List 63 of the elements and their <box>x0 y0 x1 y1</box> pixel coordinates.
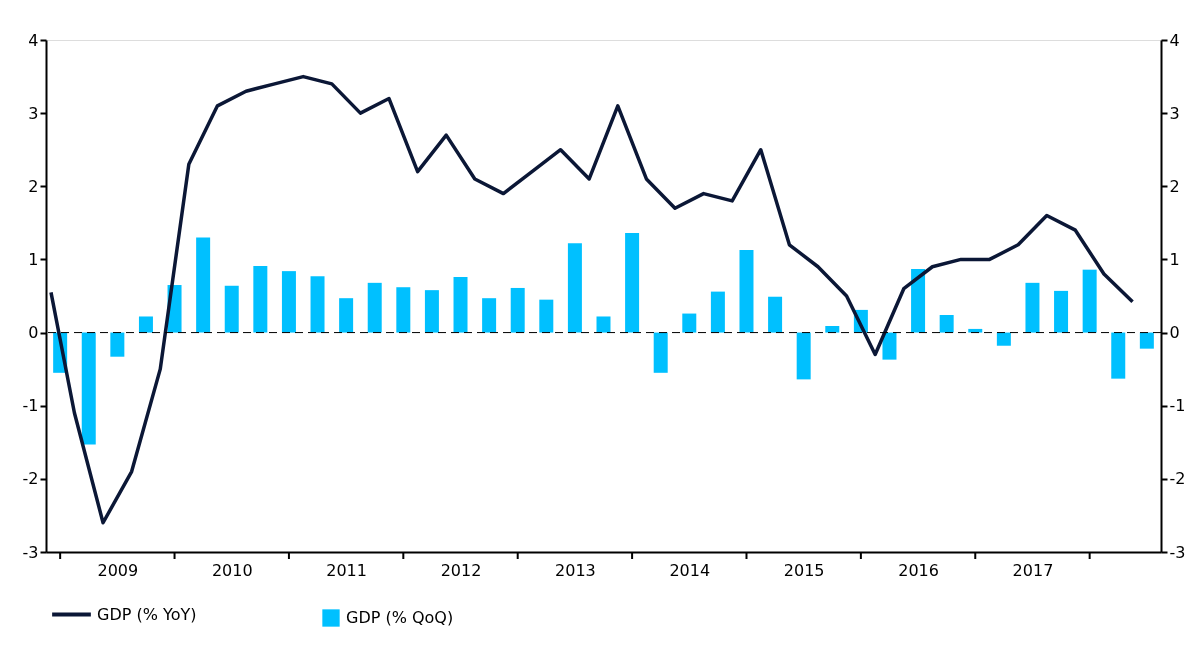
x-tick-label: 2016 <box>898 560 939 580</box>
bar <box>596 316 611 333</box>
bar <box>939 315 954 333</box>
bar <box>196 237 211 333</box>
bar <box>567 243 582 333</box>
bar <box>510 287 525 333</box>
y2-tick-label: 2 <box>1169 176 1180 196</box>
bar <box>625 233 640 333</box>
bar <box>339 298 354 333</box>
bar <box>1111 332 1126 379</box>
legend-label: GDP (% YoY) <box>97 604 197 624</box>
x-tick-label: 2012 <box>440 560 482 580</box>
y-tick-label: -1 <box>22 396 39 416</box>
y-tick-label: 4 <box>28 30 39 50</box>
bar <box>710 291 725 333</box>
y-tick-label: 1 <box>28 249 39 269</box>
y2-tick-label: 3 <box>1169 103 1180 123</box>
legend-label: GDP (% QoQ) <box>346 608 454 627</box>
y-tick-label: 3 <box>28 103 39 123</box>
x-tick-label: 2013 <box>555 560 596 580</box>
line-series <box>49 74 1135 525</box>
bar <box>653 332 668 373</box>
bar <box>1054 290 1069 333</box>
y2-tick-label: 1 <box>1169 249 1180 269</box>
bar <box>424 290 439 333</box>
bar <box>996 332 1011 346</box>
bar <box>453 276 468 333</box>
bar <box>539 299 554 333</box>
x-tick-label: 2014 <box>669 560 711 580</box>
bar <box>911 268 926 333</box>
bar <box>110 332 125 357</box>
bar <box>882 332 897 360</box>
bar <box>81 332 96 445</box>
y2-tick-label: 4 <box>1169 30 1180 50</box>
bar <box>1082 269 1097 333</box>
bar <box>482 298 497 333</box>
y-tick-label: -2 <box>22 469 39 489</box>
y2-tick-label: -2 <box>1169 469 1186 489</box>
bar <box>367 282 382 333</box>
x-tick-label: 2009 <box>97 560 139 580</box>
bar <box>138 316 153 333</box>
y-tick-label: 0 <box>28 323 39 343</box>
bar <box>1139 332 1154 349</box>
bar <box>396 287 411 333</box>
bar <box>310 276 325 333</box>
bar <box>253 266 268 333</box>
bar <box>682 313 697 333</box>
y2-tick-label: 0 <box>1169 323 1180 343</box>
bar <box>224 285 239 333</box>
y-tick-label: 2 <box>28 176 39 196</box>
bar <box>1025 282 1040 333</box>
x-tick-label: 2017 <box>1012 560 1054 580</box>
bar <box>281 271 296 333</box>
bar <box>796 332 811 380</box>
x-tick-label: 2015 <box>783 560 825 580</box>
y-tick-label: -3 <box>22 542 39 562</box>
y2-tick-label: -3 <box>1169 542 1186 562</box>
bar <box>825 325 840 333</box>
x-tick-label: 2011 <box>326 560 367 580</box>
bar <box>768 296 783 333</box>
bar <box>739 249 754 333</box>
y2-tick-label: -1 <box>1169 396 1186 416</box>
x-tick-label: 2010 <box>211 560 253 580</box>
